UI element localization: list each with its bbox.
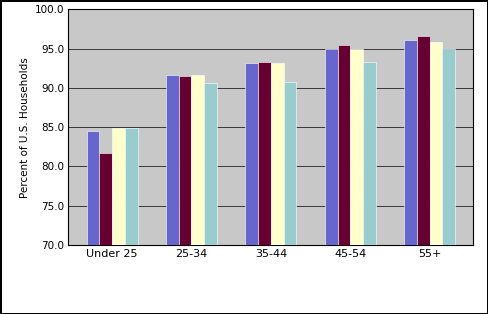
Bar [325, 49, 338, 314]
Bar [258, 62, 271, 314]
Bar [179, 76, 191, 314]
Bar [417, 36, 429, 314]
Bar [442, 49, 455, 314]
Bar [204, 83, 217, 314]
Bar [125, 128, 138, 314]
Bar [191, 75, 204, 314]
Bar [404, 40, 417, 314]
Bar [100, 153, 112, 314]
Y-axis label: Percent of U.S. Households: Percent of U.S. Households [20, 57, 30, 198]
Bar [87, 131, 100, 314]
Bar [284, 82, 296, 314]
Bar [166, 75, 179, 314]
Bar [338, 45, 350, 314]
Bar [245, 63, 258, 314]
Bar [112, 128, 125, 314]
Bar [271, 63, 284, 314]
Bar [363, 62, 376, 314]
Bar [429, 41, 442, 314]
Bar [350, 49, 363, 314]
